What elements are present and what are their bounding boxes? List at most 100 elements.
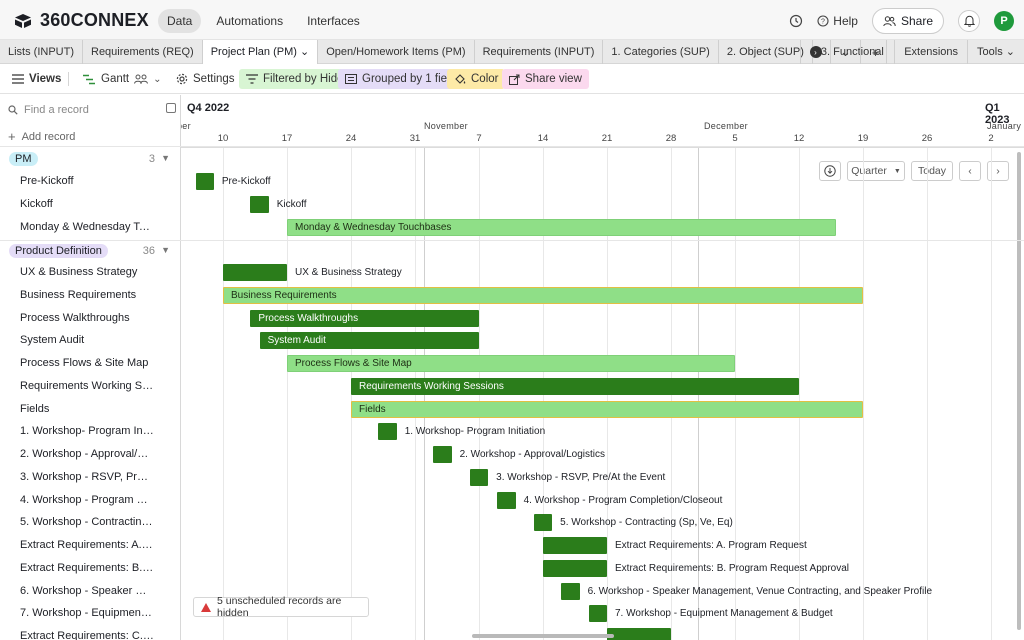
find-record-search[interactable]: Find a record [8, 101, 176, 119]
table-tab[interactable]: Open/Homework Items (PM) [318, 40, 475, 64]
gantt-bar[interactable] [195, 173, 214, 190]
gantt-bar[interactable] [497, 491, 516, 509]
more-tabs-button[interactable]: › [800, 40, 830, 64]
gantt-bar[interactable] [250, 195, 269, 213]
group-count: 36 [142, 245, 155, 257]
week-gridline [223, 148, 224, 640]
gantt-bar[interactable] [223, 286, 863, 304]
gantt-bar[interactable] [378, 423, 397, 441]
record-row[interactable]: Pre-Kickoff [20, 175, 74, 187]
record-row[interactable]: Kickoff [20, 197, 53, 210]
table-tab[interactable]: 2. Object (SUP) [719, 40, 813, 64]
gantt-bar[interactable] [588, 605, 607, 623]
gantt-bar[interactable] [287, 218, 836, 236]
horizontal-scrollbar[interactable] [472, 634, 614, 638]
view-name-button[interactable]: Gantt ⌄ [82, 69, 162, 89]
table-tab[interactable]: 3. Functional [813, 40, 887, 64]
nav-data[interactable]: Data [158, 9, 202, 33]
extensions-button[interactable]: Extensions [894, 40, 967, 64]
group-badge: Product Definition [9, 244, 108, 258]
gantt-bar[interactable] [543, 537, 607, 554]
user-avatar[interactable]: P [994, 11, 1014, 31]
gantt-bar[interactable] [351, 400, 863, 418]
record-row[interactable]: Business Requirements [20, 288, 137, 301]
download-icon [824, 165, 836, 177]
today-button[interactable]: Today [911, 161, 953, 181]
record-row[interactable]: Process Flows & Site Map [20, 357, 149, 369]
record-row[interactable]: 5. Workshop - Contracting (Sp, Ve, Eq) [20, 516, 154, 529]
caret-down-icon[interactable]: ▼ [161, 245, 170, 255]
record-row[interactable]: Extract Requirements: C. Program Roster [20, 630, 154, 640]
gantt-bar[interactable] [351, 377, 799, 395]
gantt-bar[interactable] [287, 355, 735, 372]
record-row[interactable]: Requirements Working Sessions [20, 379, 154, 392]
add-table-button[interactable]: + [860, 40, 890, 64]
record-row[interactable]: Monday & Wednesday Touchbases [20, 220, 154, 233]
record-row[interactable]: Fields [20, 402, 50, 415]
tools-label: Tools [977, 46, 1003, 58]
group-label: Grouped by 1 field [362, 73, 456, 85]
share-view-button[interactable]: Share view [502, 69, 589, 89]
nav-automations[interactable]: Automations [216, 14, 284, 28]
history-icon[interactable] [789, 14, 803, 28]
search-input[interactable]: Find a record [24, 104, 89, 116]
prev-button[interactable]: ‹ [959, 161, 981, 181]
gantt-bar[interactable] [259, 332, 479, 350]
group-button[interactable]: Grouped by 1 field [338, 69, 463, 89]
table-tab[interactable]: Requirements (REQ) [83, 40, 203, 64]
help-button[interactable]: ? Help [817, 14, 858, 28]
next-button[interactable]: › [987, 161, 1009, 181]
table-tab-label: Requirements (INPUT) [482, 46, 595, 58]
share-view-label: Share view [525, 73, 582, 85]
table-tab[interactable]: Project Plan (PM) ⌄ [202, 40, 319, 65]
group-header[interactable]: Product Definition 36 ▼ [0, 240, 180, 262]
gantt-bar[interactable] [433, 446, 452, 463]
views-button[interactable]: Views [12, 69, 61, 89]
group-icon [345, 74, 357, 84]
settings-button[interactable]: Settings [176, 69, 235, 89]
record-row[interactable]: 2. Workshop - Approval/Logistics [20, 448, 154, 460]
vertical-scrollbar[interactable] [1017, 152, 1021, 630]
group-header[interactable]: PM 3 ▼ [0, 148, 180, 170]
record-row[interactable]: Process Walkthroughs [20, 311, 130, 324]
record-row[interactable]: Extract Requirements: B. Program Request… [20, 561, 154, 574]
zoom-select[interactable]: Quarter ▼ [847, 161, 905, 181]
chevron-down-icon[interactable]: ⌄ [296, 46, 310, 58]
bell-icon [963, 15, 975, 27]
download-button[interactable] [819, 161, 841, 181]
gantt-bar-label: UX & Business Strategy [295, 267, 402, 278]
color-label: Color [471, 73, 499, 85]
gantt-bar[interactable] [561, 582, 580, 600]
gantt-bar[interactable] [250, 309, 479, 327]
record-row[interactable]: 3. Workshop - RSVP, Pre/At the Event [20, 470, 154, 483]
filter-button[interactable]: Filtered by Hide [239, 69, 351, 89]
caret-down-icon[interactable]: ▼ [161, 153, 170, 163]
record-row[interactable]: 7. Workshop - Equipment Management & Bud… [20, 607, 154, 620]
gantt-bar[interactable] [469, 468, 489, 486]
table-tab[interactable]: Lists (INPUT) [0, 40, 83, 64]
record-row[interactable]: 6. Workshop - Speaker Management, Venue … [20, 584, 154, 597]
gantt-bar[interactable] [607, 628, 671, 640]
base-switcher[interactable]: 360CONNEX ⌄ [14, 10, 169, 31]
collapse-sidebar-icon[interactable] [166, 103, 176, 113]
table-tab[interactable]: 1. Categories (SUP) [603, 40, 719, 64]
record-row[interactable]: 1. Workshop- Program Initiation [20, 425, 154, 438]
record-row[interactable]: UX & Business Strategy [20, 266, 138, 278]
table-tab[interactable]: Requirements (INPUT) [475, 40, 604, 64]
unscheduled-records-notice[interactable]: 5 unscheduled records are hidden [193, 595, 369, 619]
add-record-button[interactable]: + Add record [8, 129, 75, 144]
share-button[interactable]: Share [871, 8, 944, 34]
gantt-bar[interactable] [223, 264, 287, 281]
gantt-bar[interactable] [533, 514, 553, 532]
nav-interfaces[interactable]: Interfaces [307, 14, 360, 28]
record-row[interactable]: 4. Workshop - Program Completion/Closeou… [20, 493, 154, 506]
color-button[interactable]: Color [447, 69, 506, 89]
month-label: ber [181, 121, 191, 131]
notifications-button[interactable] [958, 10, 980, 32]
gantt-bar[interactable] [543, 559, 607, 577]
gantt-timeline[interactable]: Q4 2022 Q1 2023 ber November December January… [181, 95, 1024, 640]
record-row[interactable]: System Audit [20, 334, 85, 347]
all-tables-dropdown[interactable]: ⌄ [830, 40, 860, 64]
record-row[interactable]: Extract Requirements: A. Program Request [20, 539, 154, 551]
tools-button[interactable]: Tools ⌄ [967, 40, 1024, 64]
